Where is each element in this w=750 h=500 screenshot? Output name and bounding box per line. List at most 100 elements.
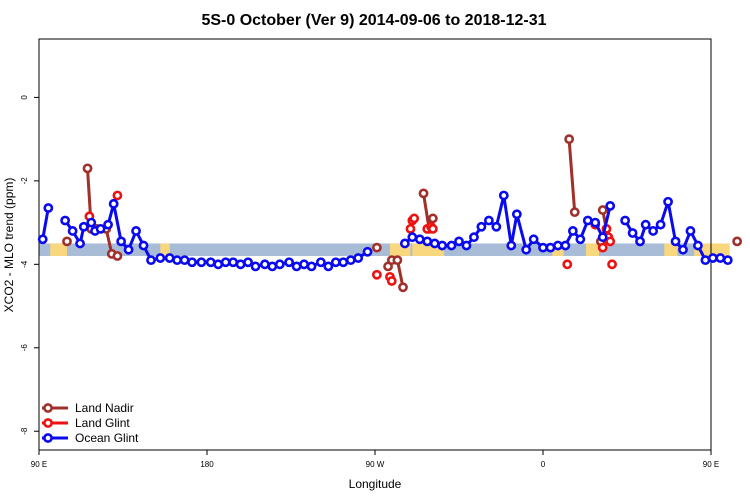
ocean-glint-point — [635, 236, 645, 247]
land-glint-point — [371, 269, 382, 280]
ocean-glint-point — [315, 257, 326, 268]
ocean-glint-point — [655, 219, 666, 230]
ocean-glint-point — [693, 240, 703, 251]
ocean-glint-point — [528, 234, 539, 245]
x-tick-label: 90 E — [31, 460, 47, 469]
ocean-glint-point — [582, 215, 593, 226]
ocean-glint-point — [196, 257, 207, 268]
land-glint-point — [386, 276, 397, 286]
land-nadir-point — [112, 251, 123, 261]
legend-marker — [43, 403, 53, 413]
land-band-1 — [160, 243, 170, 256]
ocean-glint-point — [545, 242, 556, 253]
ocean-glint-point — [605, 201, 616, 211]
x-axis: 90 E 180 90 W 0 90 E — [31, 450, 719, 469]
ocean-glint-point — [670, 236, 681, 247]
land-nadir-line — [567, 138, 577, 213]
land-glint-point — [409, 213, 420, 224]
ocean-glint-point — [250, 261, 261, 272]
ocean-glint-point — [454, 236, 464, 247]
land-band-5 — [585, 243, 599, 256]
ocean-glint-point — [108, 198, 119, 209]
series-layer — [37, 134, 743, 293]
ocean-glint-point — [146, 255, 156, 266]
land-nadir-point — [597, 205, 608, 215]
ocean-glint-point — [597, 232, 608, 243]
ocean-glint-point — [446, 240, 457, 251]
ocean-glint-point — [483, 215, 494, 226]
land-glint-point — [607, 259, 617, 270]
x-tick-label: 90 W — [366, 460, 385, 469]
ocean-glint-point — [306, 261, 317, 272]
ocean-glint-point — [60, 215, 71, 226]
ocean-glint-point — [722, 255, 733, 266]
ocean-glint-point — [422, 236, 433, 247]
ocean-glint-point — [330, 257, 341, 268]
ocean-glint-point — [37, 234, 48, 245]
ocean-glint-point — [86, 217, 97, 228]
land-band-0 — [50, 243, 67, 256]
x-tick-label: 90 E — [703, 460, 719, 469]
ocean-glint-point — [663, 196, 673, 207]
ocean-glint-point — [715, 253, 726, 263]
ocean-glint-point — [700, 255, 711, 266]
x-axis-label: Longitude — [349, 477, 402, 491]
ocean-glint-point — [399, 238, 410, 249]
legend-marker — [43, 433, 53, 443]
land-nadir-point — [62, 236, 72, 247]
ocean-glint-point — [678, 244, 688, 255]
ocean-glint-point — [187, 257, 197, 268]
ocean-glint-point — [640, 219, 651, 230]
ocean-glint-point — [155, 253, 166, 263]
x-tick-label: 180 — [200, 460, 214, 469]
ocean-glint-point — [707, 253, 718, 263]
ocean-glint-point — [362, 246, 373, 257]
ocean-glint-point — [67, 226, 78, 236]
ocean-glint-point — [538, 242, 548, 253]
ocean-glint-line — [41, 207, 50, 240]
land-nadir-point — [392, 255, 403, 266]
ocean-glint-point — [220, 257, 231, 268]
legend-item-land-nadir: Land Nadir — [42, 401, 134, 415]
ocean-glint-point — [469, 232, 479, 243]
ocean-glint-point — [172, 255, 183, 266]
ocean-glint-point — [627, 228, 638, 238]
legend-marker — [43, 418, 53, 428]
land-glint-point — [605, 236, 616, 247]
land-nadir-point — [564, 134, 575, 145]
y-tick-label: 0 — [20, 95, 29, 100]
ocean-glint-point — [299, 259, 309, 270]
ocean-glint-point — [407, 232, 418, 243]
y-axis: 0 -2 -4 -6 -8 — [20, 95, 39, 435]
ocean-glint-point — [575, 234, 586, 245]
ocean-glint-point — [323, 261, 334, 272]
land-nadir-point — [418, 188, 429, 199]
series-ocean-glint — [37, 190, 733, 272]
legend-label: Ocean Glint — [75, 431, 139, 445]
ocean-glint-point — [620, 215, 631, 226]
ocean-glint-point — [131, 226, 141, 236]
ocean-glint-point — [648, 226, 659, 236]
ocean-glint-point — [123, 244, 134, 255]
ocean-glint-point — [228, 257, 239, 268]
land-glint-point — [562, 259, 573, 270]
ocean-glint-point — [506, 240, 517, 251]
ocean-glint-point — [78, 221, 89, 232]
ocean-glint-point — [521, 244, 532, 255]
land-glint-point — [112, 190, 123, 201]
legend-label: Land Nadir — [75, 401, 134, 415]
ocean-glint-point — [353, 253, 364, 263]
series-land-glint — [84, 190, 617, 286]
ocean-glint-point — [461, 240, 472, 251]
legend-item-ocean-glint: Ocean Glint — [42, 431, 139, 445]
chart-title: 5S-0 October (Ver 9) 2014-09-06 to 2018-… — [201, 12, 546, 29]
ocean-glint-point — [553, 240, 563, 251]
ocean-glint-point — [243, 257, 253, 268]
ocean-glint-point — [138, 240, 149, 251]
y-tick-label: -2 — [20, 177, 29, 185]
land-glint-point — [405, 223, 416, 234]
ocean-glint-point — [284, 257, 295, 268]
ocean-glint-point — [205, 257, 216, 268]
land-nadir-point — [82, 163, 93, 174]
